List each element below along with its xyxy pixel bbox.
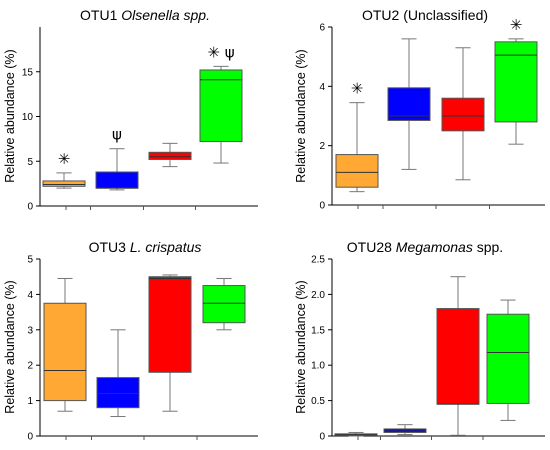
y-tick-label: 6: [319, 23, 325, 34]
box-iqr: [96, 377, 140, 409]
box-iqr: [436, 308, 480, 405]
chart-panel-3: OTU3 L. crispatus Relative abundance (%) 0…: [3, 239, 258, 443]
chart-title: OTU1 Olsenella spp.: [80, 7, 210, 23]
significance-marker: ψ: [112, 126, 122, 144]
significance-marker: ✳: [58, 150, 71, 168]
box-iqr: [202, 285, 246, 324]
y-tick-label: 10: [22, 112, 34, 123]
y-axis-label: Relative abundance (%): [3, 280, 17, 413]
box-iqr: [42, 180, 86, 187]
y-tick-label: 1.5: [311, 325, 325, 336]
chart-title-species: L. crispatus: [130, 239, 202, 255]
y-tick-label: 0: [319, 201, 325, 212]
y-tick-label: 0: [27, 432, 33, 443]
chart-title-suffix: spp.: [473, 239, 503, 255]
chart-title: OTU3 L. crispatus: [89, 239, 202, 255]
chart-title-text: OTU2 (Unclassified): [362, 7, 488, 23]
box-1: [43, 277, 87, 412]
box-iqr: [335, 154, 379, 188]
y-tick-label: 0: [27, 202, 33, 213]
box-iqr: [95, 171, 139, 189]
box-1: [334, 431, 378, 437]
y-tick-label: 3: [27, 325, 33, 336]
chart-title-text: OTU3: [89, 239, 130, 255]
significance-marker: ✳: [351, 80, 364, 98]
chart-title-text: OTU28: [347, 239, 396, 255]
chart-title: OTU28 Megamonas spp.: [347, 239, 503, 255]
box-iqr: [486, 313, 530, 404]
y-tick-label: 0.5: [311, 396, 325, 407]
y-tick-label: 2.5: [311, 255, 325, 266]
y-tick-label: 5: [27, 255, 33, 266]
y-tick-label: 4: [27, 290, 33, 301]
box-1: [42, 172, 86, 189]
box-2: [95, 148, 139, 191]
significance-marker: ✳ ψ: [207, 43, 234, 61]
y-tick-label: 1.0: [311, 361, 325, 372]
box-iqr: [199, 69, 243, 143]
box-4: [486, 299, 530, 421]
box-4: [494, 38, 538, 145]
box-2: [383, 424, 427, 436]
chart-panel-2: OTU2 (Unclassified) Relative abundance (%…: [294, 7, 545, 212]
y-axis-label: Relative abundance (%): [294, 49, 308, 182]
box-1: [335, 102, 379, 193]
box-iqr: [387, 87, 431, 121]
y-tick-label: 15: [22, 67, 34, 78]
y-axis-label: Relative abundance (%): [3, 49, 17, 182]
significance-marker: ✳: [510, 16, 523, 34]
box-2: [96, 329, 140, 418]
box-4: [202, 277, 246, 331]
box-3: [148, 274, 192, 412]
box-iqr: [43, 302, 87, 402]
y-tick-label: 2.0: [311, 290, 325, 301]
box-iqr: [441, 97, 485, 132]
y-tick-label: 2: [319, 141, 325, 152]
box-iqr: [148, 151, 192, 160]
y-tick-label: 5: [27, 157, 33, 168]
chart-title-species: Olsenella spp.: [121, 7, 210, 23]
chart-title: OTU2 (Unclassified): [362, 7, 488, 23]
chart-title-text: OTU1: [80, 7, 121, 23]
box-3: [436, 276, 480, 436]
box-3: [441, 47, 485, 181]
chart-panel-1: OTU1 Olsenella spp. Relative abundance (%…: [3, 7, 258, 213]
y-tick-label: 2: [27, 361, 33, 372]
y-axis-label: Relative abundance (%): [294, 280, 308, 413]
chart-title-species: Megamonas: [396, 239, 473, 255]
box-3: [148, 142, 192, 168]
box-iqr: [148, 276, 192, 373]
chart-panel-4: OTU28 Megamonas spp. Relative abundance (…: [294, 239, 545, 443]
y-tick-label: 0: [319, 432, 325, 443]
y-tick-label: 4: [319, 82, 325, 93]
box-iqr: [494, 41, 538, 123]
box-4: [199, 65, 243, 164]
box-2: [387, 38, 431, 170]
y-tick-label: 1: [27, 396, 33, 407]
